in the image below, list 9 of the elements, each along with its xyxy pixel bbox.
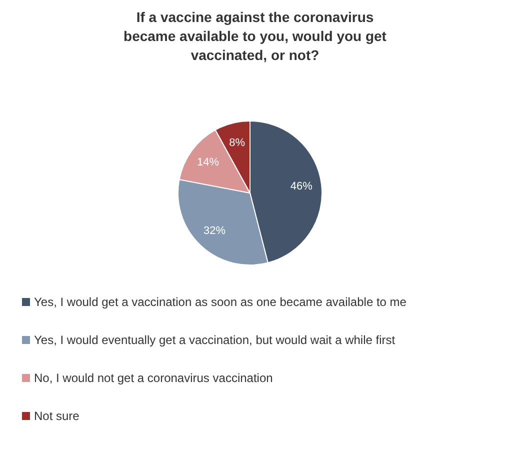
data-label: 8%: [229, 136, 246, 149]
legend-label: Yes, I would eventually get a vaccination, but would wait a while first: [34, 333, 396, 347]
legend-label: Yes, I would get a vaccination as soon as one became available to me: [34, 295, 406, 309]
data-label: 14%: [197, 156, 220, 169]
data-label: 32%: [203, 224, 226, 237]
chart-title: If a vaccine against the coronavirus became available to you, would you get vaccinated, or not?: [122, 8, 388, 65]
legend-label: No, I would not get a coronavirus vaccination: [34, 371, 273, 385]
data-label: 46%: [290, 180, 313, 193]
legend-label: Not sure: [34, 409, 80, 423]
